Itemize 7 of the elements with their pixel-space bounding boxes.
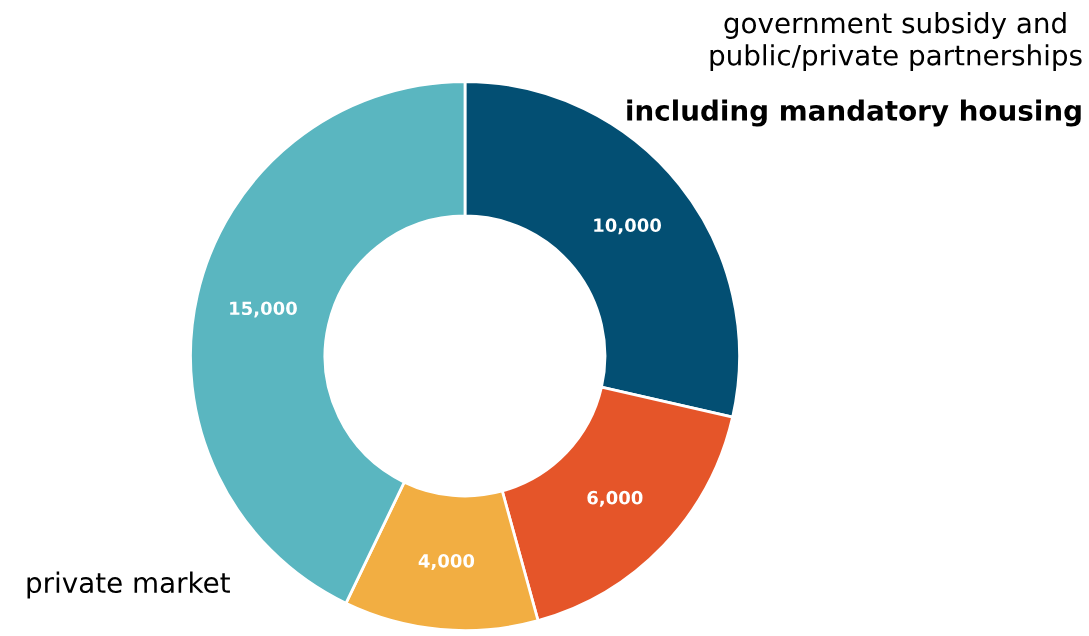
data-label: 15,000 — [230, 301, 297, 318]
text: government subsidy and public/private partnerships — [710, 12, 1082, 72]
data-label: 6,000 — [587, 490, 643, 507]
text: including mandatory housing — [627, 99, 1081, 127]
data-label: 10,000 — [594, 218, 662, 235]
text: private market — [27, 571, 230, 599]
data-label: 4,000 — [418, 554, 475, 570]
